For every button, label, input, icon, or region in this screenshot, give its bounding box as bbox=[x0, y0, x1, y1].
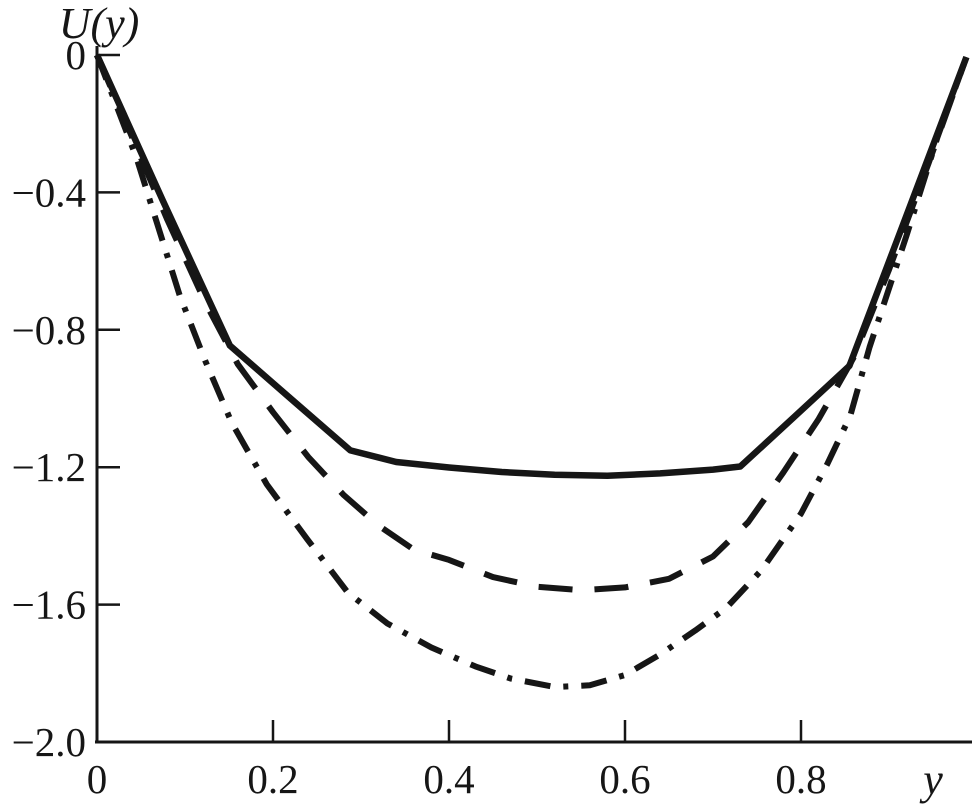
y-tick-label: −1.2 bbox=[12, 444, 86, 490]
series-solid-profile-line bbox=[94, 53, 970, 480]
y-tick-label: −2.0 bbox=[12, 719, 86, 765]
x-tick-label: 0 bbox=[87, 756, 108, 802]
series-dash-dot-profile-line bbox=[94, 53, 970, 690]
x-tick-label: 0.8 bbox=[775, 756, 826, 802]
x-axis-title: y bbox=[923, 755, 943, 804]
y-tick-label: −0.4 bbox=[12, 169, 86, 215]
y-axis-title: U(y) bbox=[58, 0, 140, 48]
x-tick-label: 0.2 bbox=[247, 756, 298, 802]
y-tick-label: −1.6 bbox=[12, 582, 86, 628]
series-dashed-profile-line bbox=[94, 53, 970, 594]
y-tick-label: −0.8 bbox=[12, 307, 86, 353]
x-tick-label: 0.4 bbox=[423, 756, 474, 802]
x-tick-label: 0.6 bbox=[599, 756, 650, 802]
y-tick-label: 0 bbox=[66, 32, 87, 78]
